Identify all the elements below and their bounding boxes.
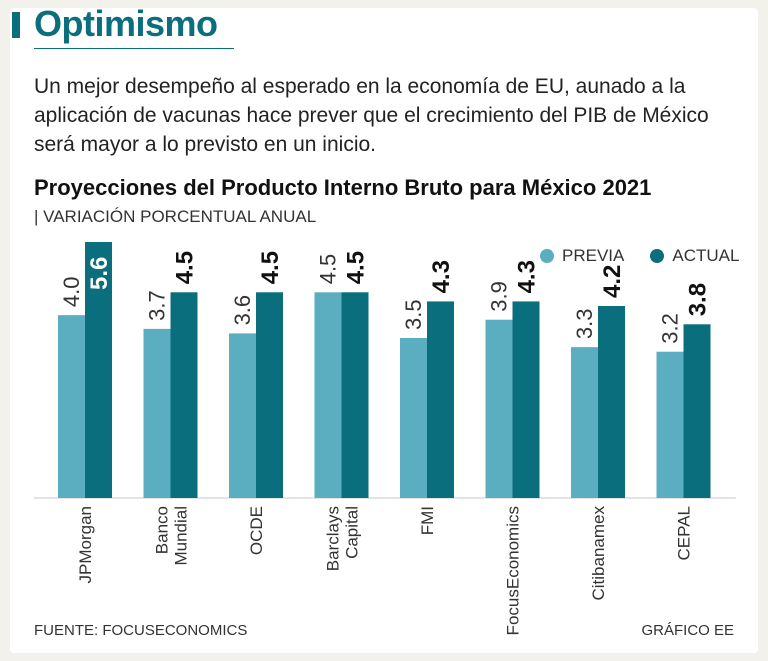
bar-previa	[656, 351, 684, 498]
category-label-line: Mundial	[172, 506, 191, 566]
value-label-previa: 3.3	[572, 309, 597, 340]
category-label: BancoMundial	[153, 506, 191, 566]
bar-previa	[485, 319, 513, 498]
value-label-previa: 3.2	[658, 313, 683, 344]
value-label-actual: 5.6	[86, 257, 113, 290]
bar-actual	[256, 292, 283, 498]
value-label-actual: 4.5	[343, 251, 370, 284]
value-label-actual: 4.2	[599, 265, 626, 298]
chart-subtitle: | VARIACIÓN PORCENTUAL ANUAL	[34, 207, 317, 226]
category-label: JPMorgan	[76, 506, 95, 583]
bar-previa	[314, 292, 342, 498]
category-label-line: Banco	[153, 506, 172, 554]
value-label-actual: 3.8	[685, 283, 712, 316]
category-label-line: OCDE	[247, 506, 266, 555]
bar-actual	[598, 306, 625, 498]
chart-title: Proyecciones del Producto Interno Bruto …	[34, 175, 652, 200]
category-label: FMI	[418, 506, 437, 535]
value-label-previa: 3.9	[487, 281, 512, 312]
legend-label-actual: ACTUAL	[672, 246, 740, 265]
bar-previa	[58, 315, 85, 498]
legend-swatch-previa	[540, 249, 554, 263]
credit-note: GRÁFICO EE	[641, 622, 734, 639]
bar-actual	[170, 292, 198, 498]
bar-actual	[427, 301, 454, 498]
legend-item-actual: ACTUAL	[650, 246, 739, 266]
legend-label-previa: PREVIA	[562, 246, 625, 265]
value-label-previa: 4.0	[59, 277, 84, 308]
bar-actual	[683, 324, 711, 498]
chart-card	[10, 8, 758, 653]
value-label-actual: 4.3	[514, 260, 541, 293]
intro-text: Un mejor desempeño al esperado en la eco…	[34, 75, 709, 156]
value-label-previa: 4.5	[316, 254, 341, 285]
brand-bar	[12, 12, 20, 38]
value-label-actual: 4.5	[257, 251, 284, 284]
value-label-actual: 4.3	[428, 260, 455, 293]
category-label-line: Barclays	[324, 506, 343, 571]
title-rule	[34, 48, 234, 49]
category-label-line: CEPAL	[675, 506, 694, 561]
category-label: Citibanamex	[589, 506, 608, 601]
category-label: OCDE	[247, 506, 266, 555]
category-label: CEPAL	[675, 506, 694, 561]
value-label-previa: 3.7	[145, 290, 170, 321]
bar-previa	[400, 338, 427, 498]
category-label-line: FMI	[418, 506, 437, 535]
category-label-line: Citibanamex	[589, 506, 608, 601]
legend-item-previa: PREVIA	[540, 246, 624, 266]
bar-previa	[229, 333, 256, 498]
page-title: Optimismo	[34, 3, 218, 44]
bar-previa	[143, 328, 171, 498]
bar-actual	[341, 292, 369, 498]
legend-swatch-actual	[650, 249, 665, 263]
category-label-line: Capital	[343, 506, 362, 559]
value-label-previa: 3.5	[401, 299, 426, 330]
bar-previa	[571, 347, 598, 498]
value-label-actual: 4.5	[172, 251, 199, 284]
bar-actual	[85, 242, 112, 498]
category-label: BarclaysCapital	[324, 506, 362, 571]
category-label: FocusEconomics	[504, 506, 523, 635]
category-label-line: FocusEconomics	[504, 506, 523, 635]
value-label-previa: 3.6	[230, 295, 255, 326]
source-note: FUENTE: FOCUSECONOMICS	[34, 622, 248, 639]
legend: PREVIA ACTUAL	[540, 246, 739, 266]
bar-actual	[512, 301, 540, 498]
category-label-line: JPMorgan	[76, 506, 95, 583]
